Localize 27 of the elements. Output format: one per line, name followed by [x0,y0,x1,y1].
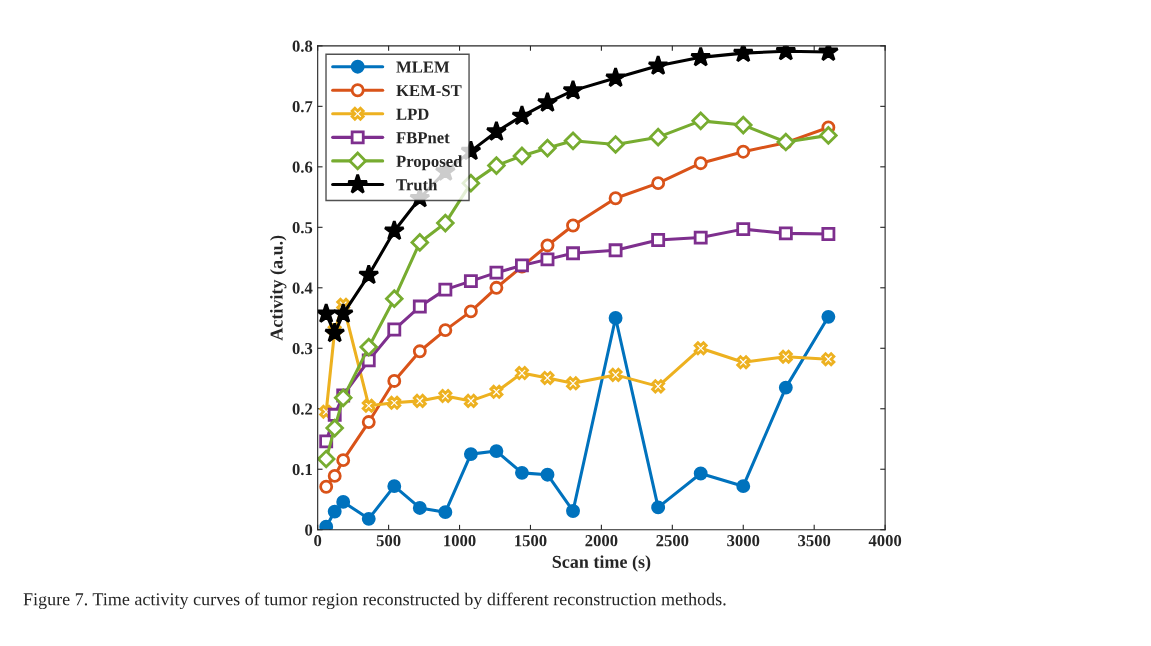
y-tick-label: 0.8 [292,40,313,52]
legend-label: MLEM [396,61,450,73]
x-tick-label: 3000 [727,535,760,547]
y-tick-label: 0.5 [292,222,313,234]
y-tick-label: 0.7 [292,101,313,113]
x-tick-label: 4000 [868,535,902,547]
x-tick-label: 3500 [798,535,831,547]
y-axis-title: Activity (a.u.) [270,235,287,341]
y-tick-label: 0.3 [292,342,313,355]
legend-label: LPD [396,108,429,120]
legend-label: Proposed [396,155,463,171]
caption: Figure 7. Time activity curves of tumor region reconstructed by different reconstruction methods. [23,592,726,610]
x-tick-label: 1000 [444,535,476,547]
legend-label: FBPnet [396,132,450,144]
x-axis-title: Scan time (s) [552,555,651,572]
x-tick-label: 1500 [515,535,547,547]
x-tick-label: 2500 [656,535,689,547]
y-tick-label: 0.1 [292,463,312,476]
legend-label: Truth [396,178,438,191]
x-tick-label: 0 [314,535,322,547]
y-tick-label: 0.6 [292,161,313,173]
y-tick-label: 0.2 [292,403,313,415]
y-tick-label: 0 [305,524,313,536]
x-tick-label: 500 [376,535,401,547]
legend-label: KEM-ST [396,85,462,97]
y-tick-label: 0.4 [292,282,313,294]
x-tick-label: 2000 [585,535,618,547]
